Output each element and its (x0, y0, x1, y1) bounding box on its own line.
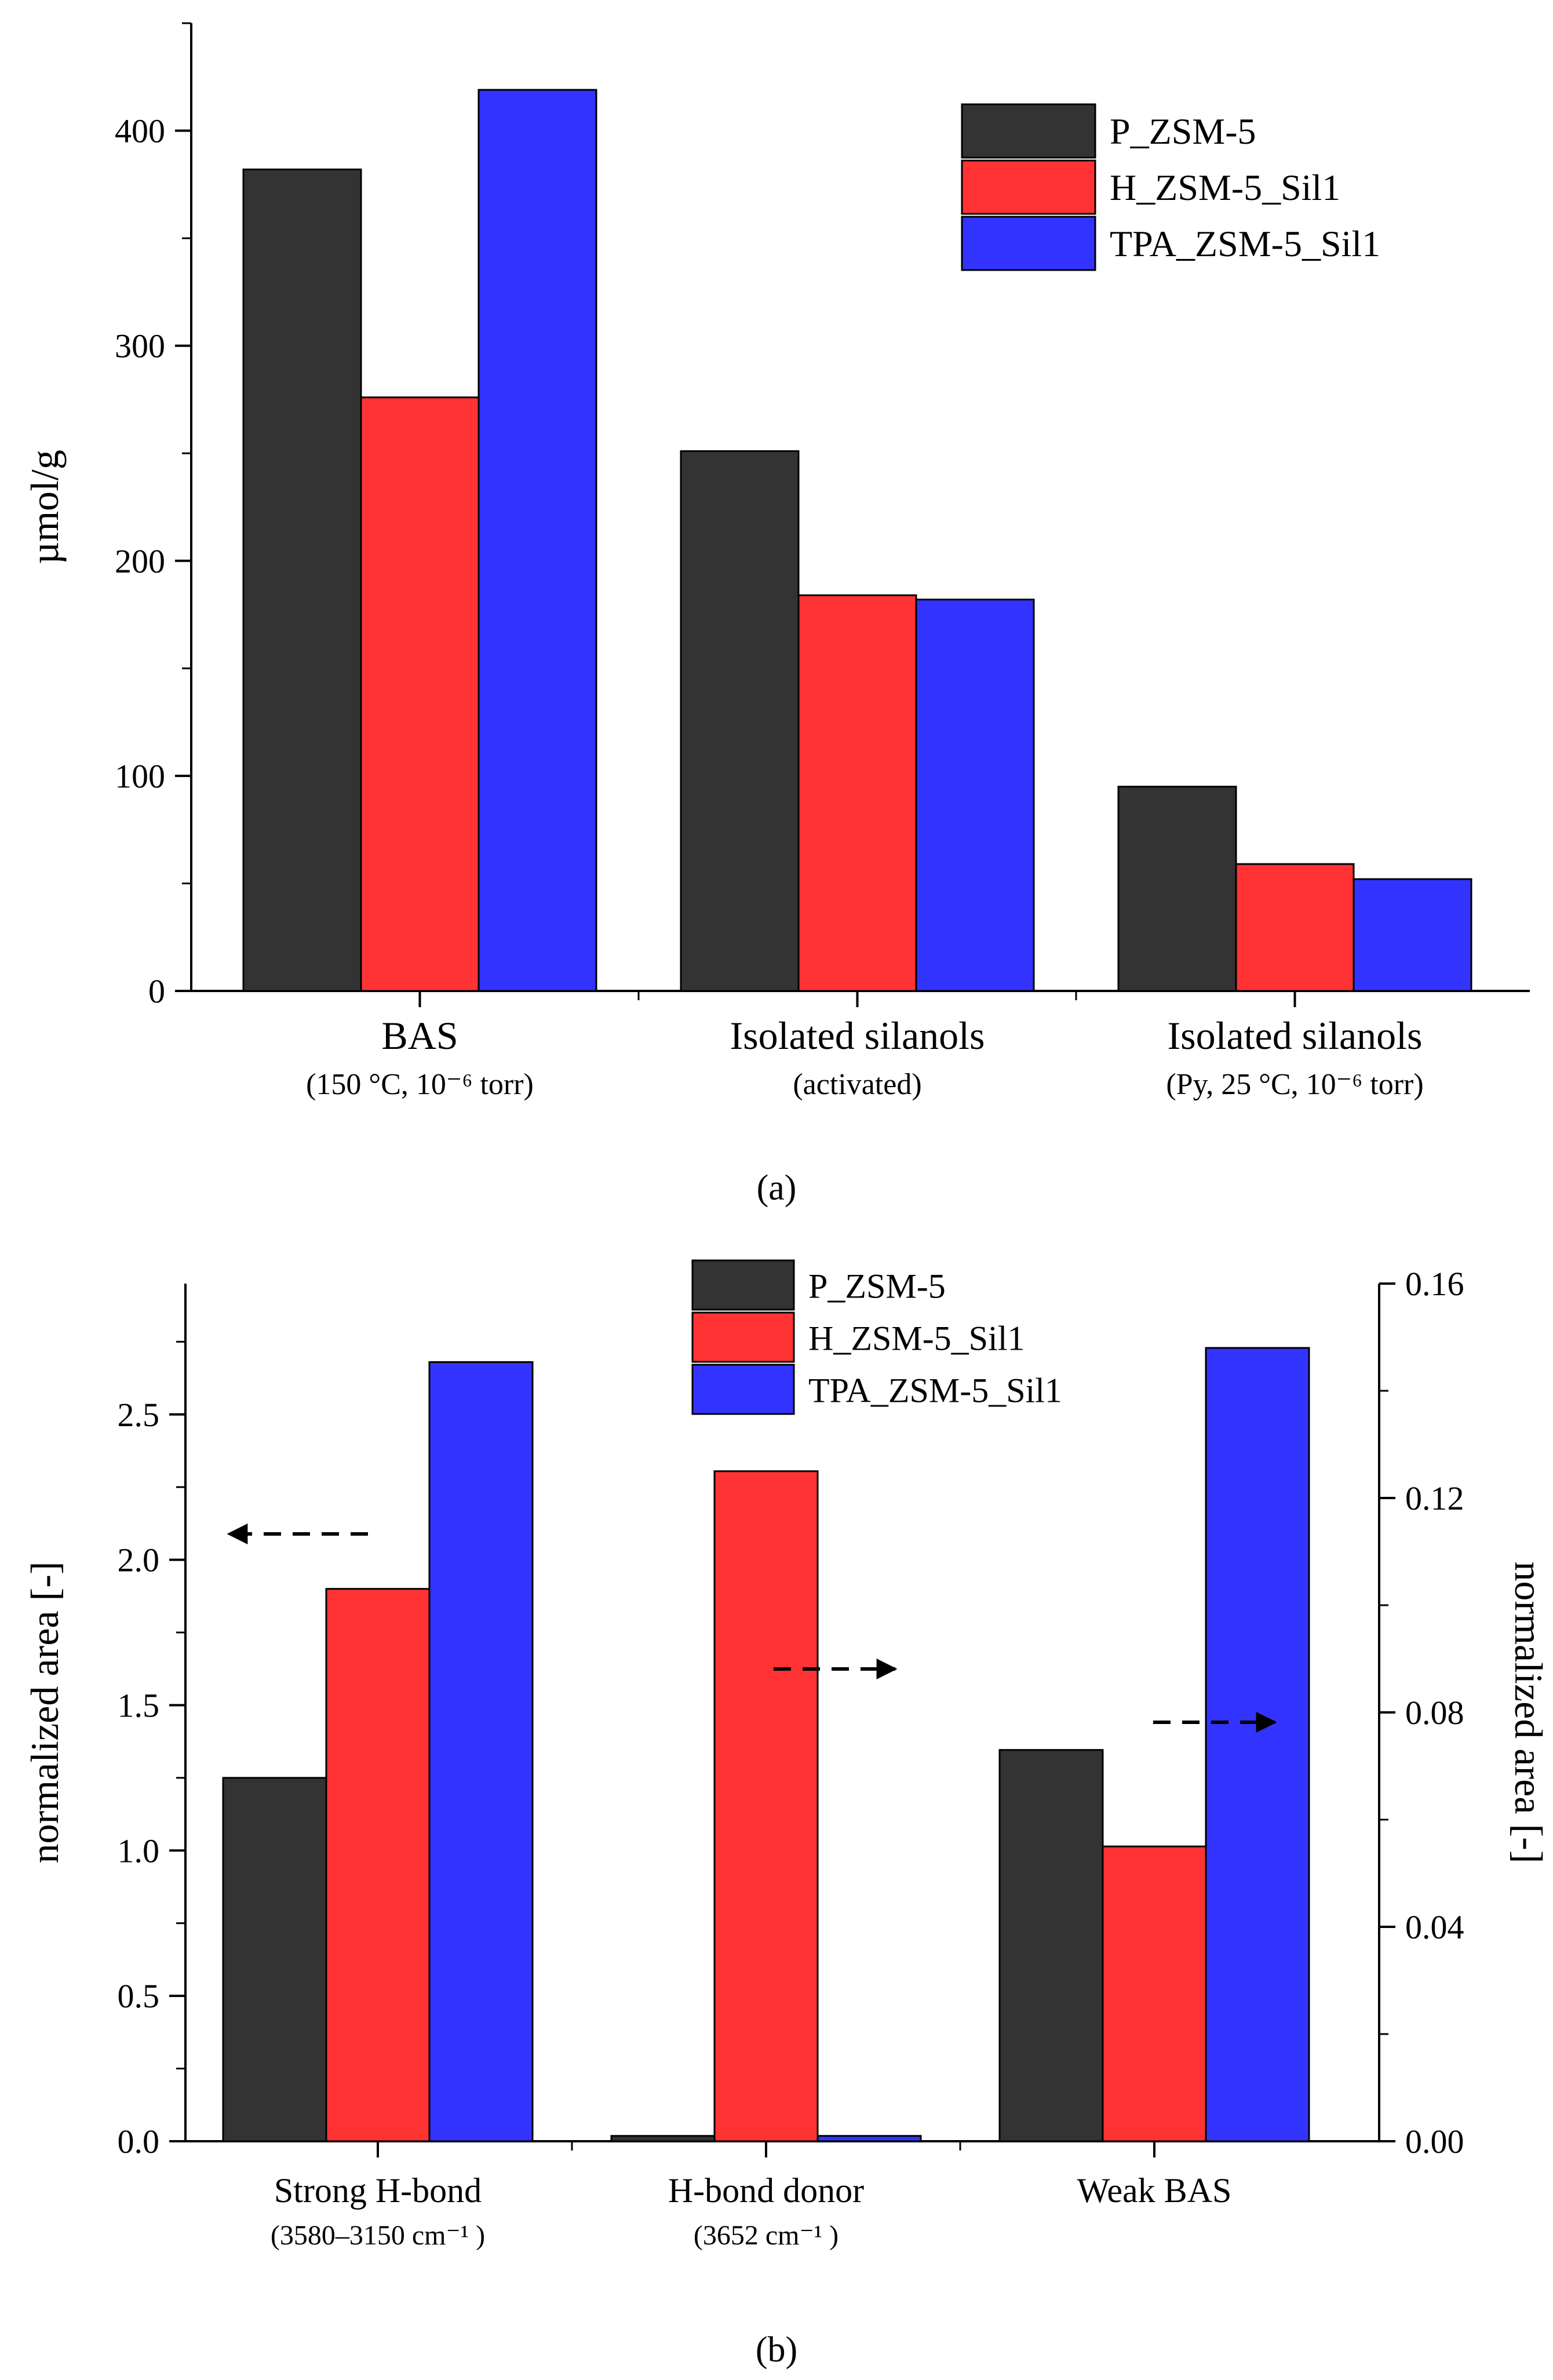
x-tick-sublabel: (150 °C, 10⁻⁶ torr) (306, 1068, 534, 1101)
bar (680, 450, 800, 992)
bar (816, 2135, 922, 2142)
x-tick-sublabel: (3580–3150 cm⁻¹ ) (271, 2220, 485, 2251)
bar (915, 599, 1035, 992)
bar (610, 2135, 716, 2142)
y-tick-label: 0.5 (118, 1977, 160, 2015)
bar (1205, 1347, 1310, 2142)
y-tick-label: 0.0 (118, 2123, 160, 2160)
bar (1353, 878, 1472, 992)
y-tick-label: 400 (115, 112, 165, 150)
panel-label-b: (b) (756, 2330, 797, 2370)
y2-tick-label: 0.12 (1405, 1479, 1464, 1517)
legend-label: TPA_ZSM-5_Sil1 (808, 1372, 1062, 1410)
legend-swatch (961, 159, 1096, 215)
x-tick-label: Isolated silanols (1167, 1014, 1422, 1058)
bar (713, 1470, 819, 2142)
chart-panel-a: 0 100 200 300 400 µmol/g BAS (150 °C, 10⁻⁶ torr… (23, 22, 1530, 1101)
x-tick-label: Weak BAS (1077, 2171, 1232, 2210)
y2-axis-label: normalized area [-] (1507, 1562, 1551, 1864)
legend-label: H_ZSM-5_Sil1 (1110, 167, 1340, 208)
x-tick-sublabel: (3652 cm⁻¹ ) (694, 2220, 839, 2251)
bar (1235, 863, 1355, 992)
x-tick-label: Strong H-bond (274, 2171, 482, 2210)
y-tick-label: 1.5 (118, 1686, 160, 1724)
bar (242, 168, 362, 992)
y2-tick-label: 0.08 (1405, 1694, 1464, 1732)
bar (1117, 785, 1237, 992)
bar (477, 89, 597, 992)
legend-swatch (961, 103, 1096, 159)
panel-label-a: (a) (757, 1168, 797, 1208)
legend-swatch (691, 1364, 795, 1415)
y2-tick-label: 0.00 (1405, 2123, 1464, 2160)
legend-label: P_ZSM-5 (1110, 111, 1256, 152)
legend-label: TPA_ZSM-5_Sil1 (1110, 223, 1380, 264)
y-tick-label: 2.0 (118, 1541, 160, 1579)
bar (360, 396, 480, 992)
y-tick-label: 300 (115, 327, 165, 365)
x-tick-sublabel: (activated) (793, 1068, 921, 1101)
legend-label: H_ZSM-5_Sil1 (808, 1320, 1025, 1358)
y-axis-label: normalized area [-] (23, 1562, 67, 1864)
y-tick-label: 0 (148, 972, 165, 1010)
bar (428, 1361, 534, 2142)
chart-panel-b: 0.0 0.5 1.0 1.5 2.0 2.5 0.00 0.04 0.08 0.12 0.16 no… (23, 1259, 1551, 2251)
legend-swatch (691, 1259, 795, 1311)
y2-tick-label: 0.04 (1405, 1908, 1464, 1946)
x-tick-sublabel: (Py, 25 °C, 10⁻⁶ torr) (1166, 1068, 1423, 1101)
bar (325, 1588, 431, 2142)
legend-swatch (691, 1311, 795, 1363)
y-tick-label: 2.5 (118, 1396, 160, 1434)
bar (222, 1777, 327, 2142)
x-tick-label: BAS (381, 1014, 458, 1058)
x-tick-label: H-bond donor (668, 2171, 864, 2210)
x-tick-label: Isolated silanols (730, 1014, 985, 1058)
bar (1102, 1845, 1207, 2142)
y-tick-label: 200 (115, 542, 165, 580)
bar (797, 594, 917, 992)
y-tick-label: 1.0 (118, 1832, 160, 1869)
bar (998, 1749, 1104, 2142)
legend-label: P_ZSM-5 (808, 1267, 946, 1306)
y-tick-label: 100 (115, 757, 165, 795)
legend-swatch (961, 216, 1096, 271)
y2-tick-label: 0.16 (1405, 1265, 1464, 1303)
y-axis-label: µmol/g (23, 450, 67, 564)
